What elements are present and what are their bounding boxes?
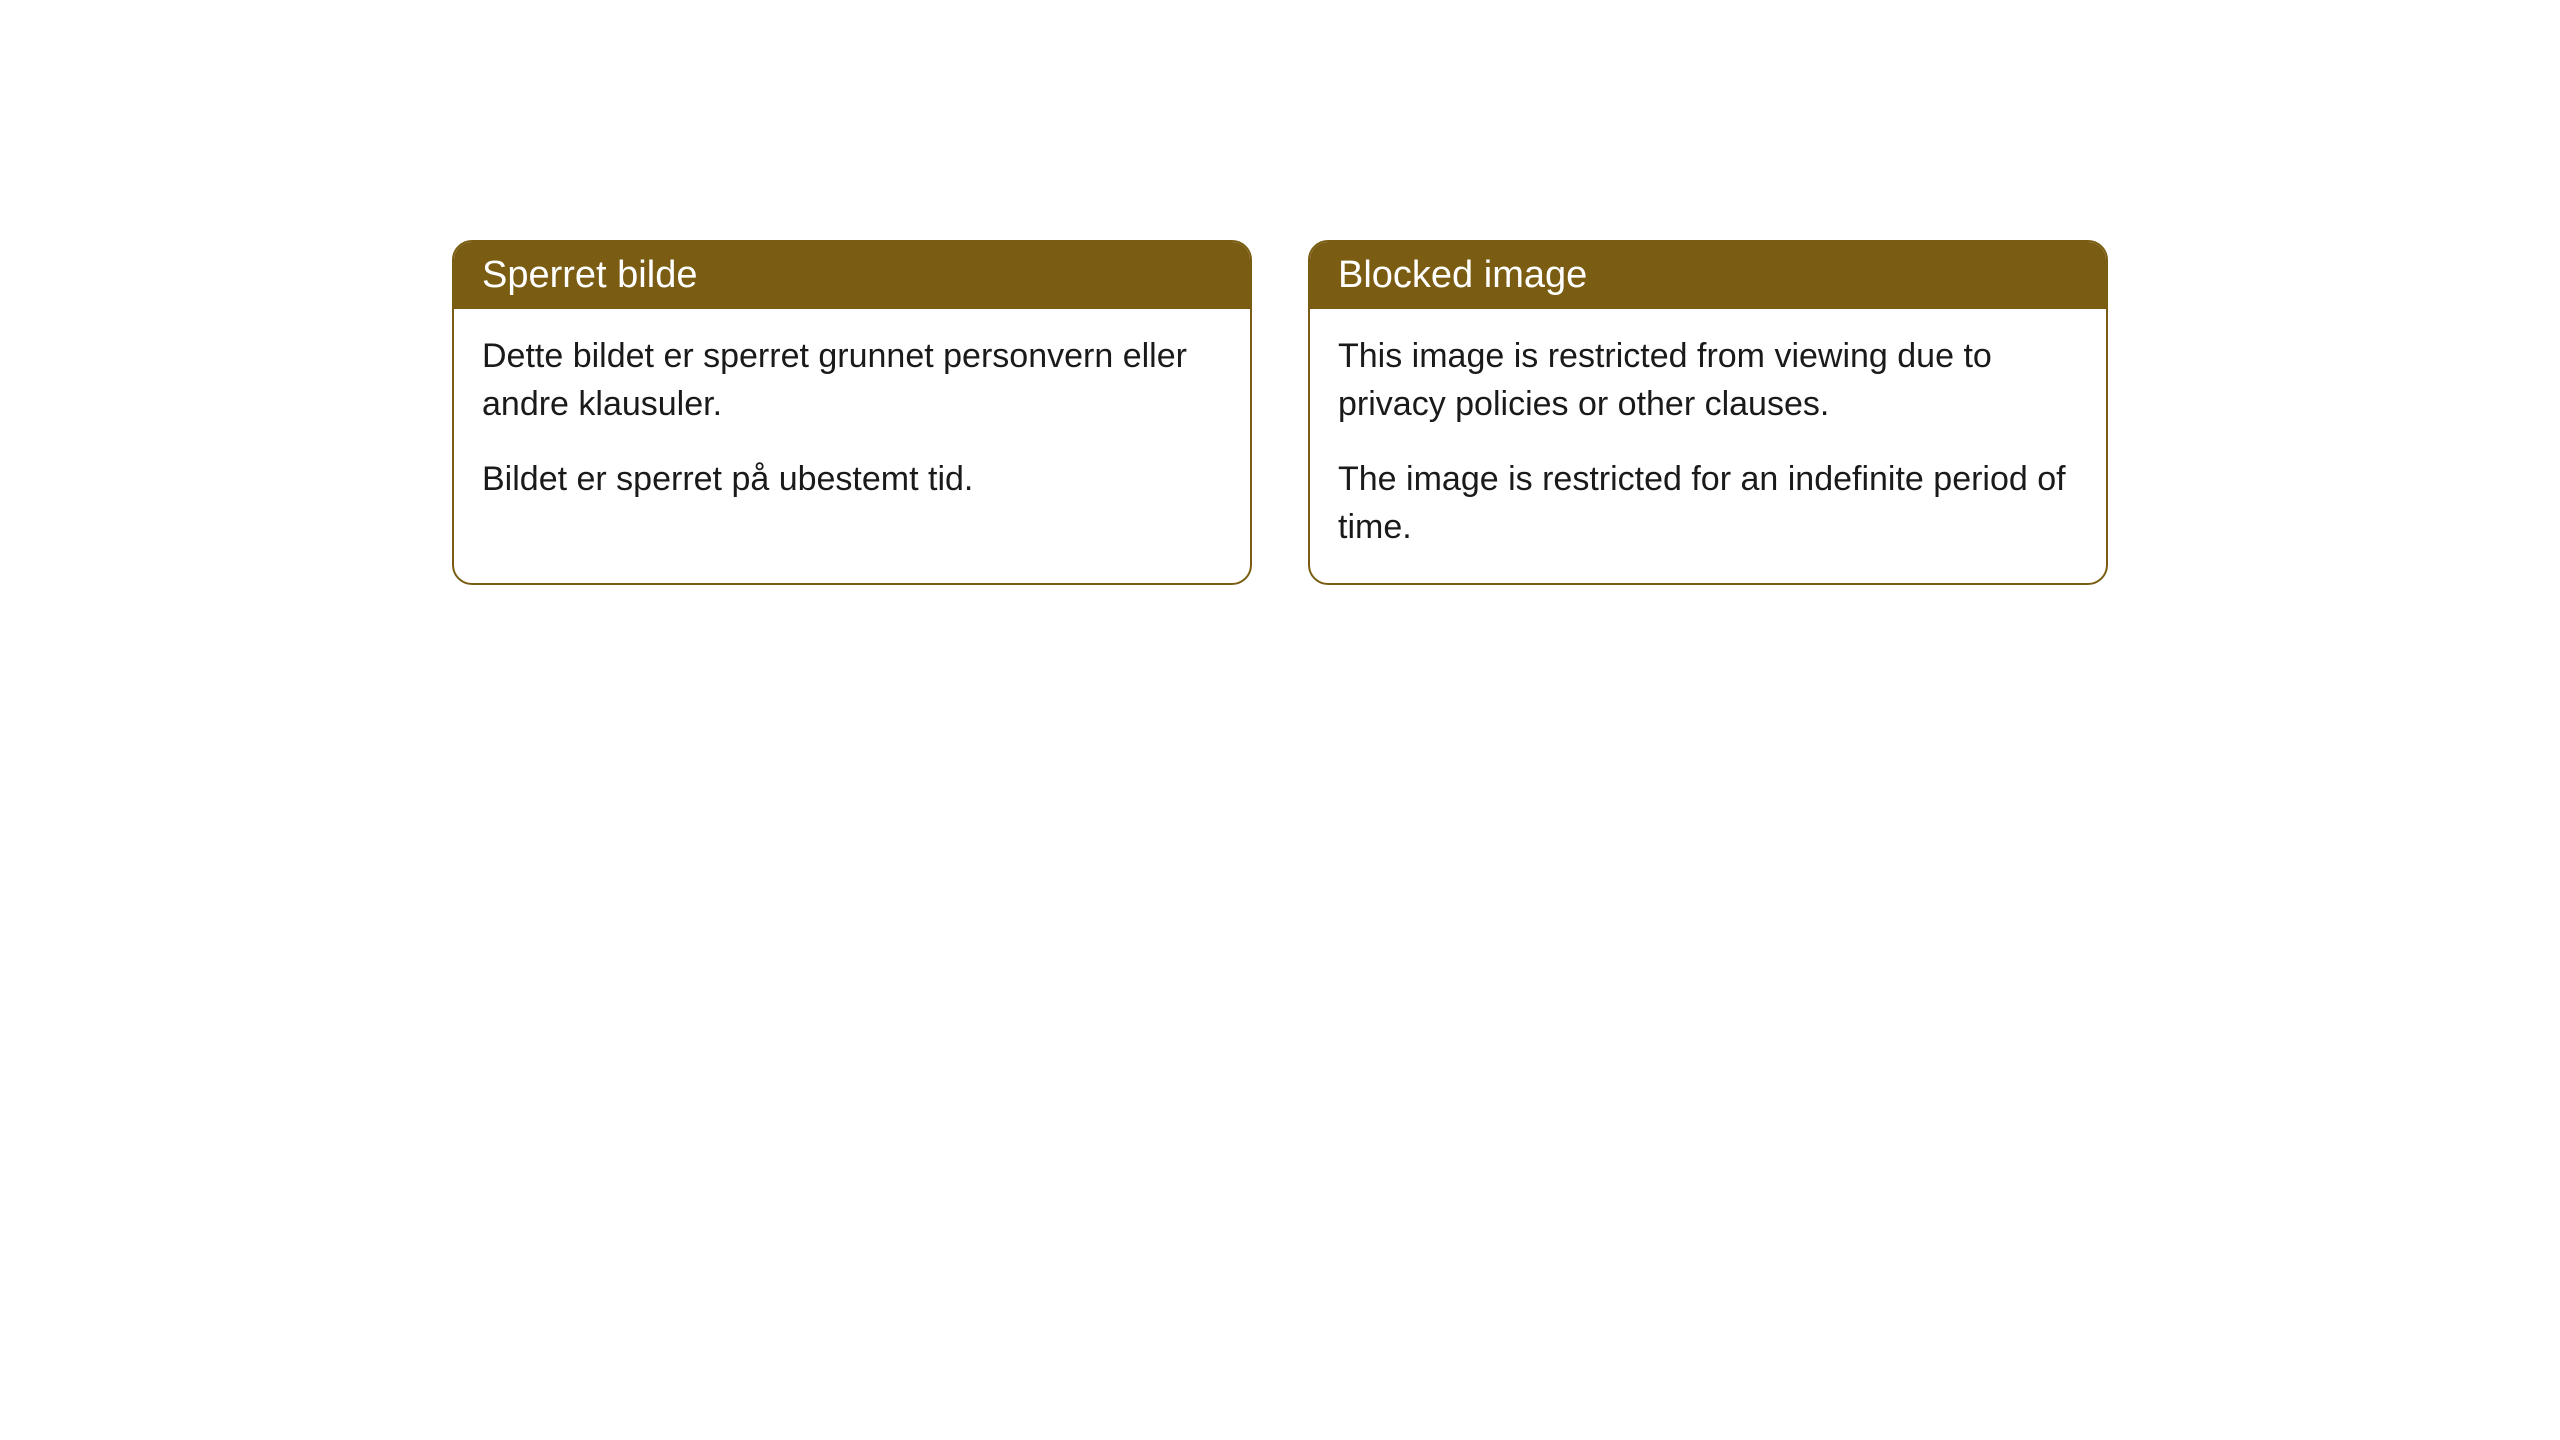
blocked-image-card-english: Blocked image This image is restricted f… bbox=[1308, 240, 2108, 585]
card-body: This image is restricted from viewing du… bbox=[1310, 309, 2106, 583]
card-title: Sperret bilde bbox=[482, 254, 697, 296]
card-title: Blocked image bbox=[1338, 254, 1587, 296]
card-header: Blocked image bbox=[1310, 242, 2106, 309]
cards-container: Sperret bilde Dette bildet er sperret gr… bbox=[0, 240, 2560, 585]
card-paragraph: This image is restricted from viewing du… bbox=[1338, 333, 2078, 428]
card-header: Sperret bilde bbox=[454, 242, 1250, 309]
card-body: Dette bildet er sperret grunnet personve… bbox=[454, 309, 1250, 536]
blocked-image-card-norwegian: Sperret bilde Dette bildet er sperret gr… bbox=[452, 240, 1252, 585]
card-paragraph: The image is restricted for an indefinit… bbox=[1338, 456, 2078, 551]
card-paragraph: Dette bildet er sperret grunnet personve… bbox=[482, 333, 1222, 428]
card-paragraph: Bildet er sperret på ubestemt tid. bbox=[482, 456, 1222, 504]
